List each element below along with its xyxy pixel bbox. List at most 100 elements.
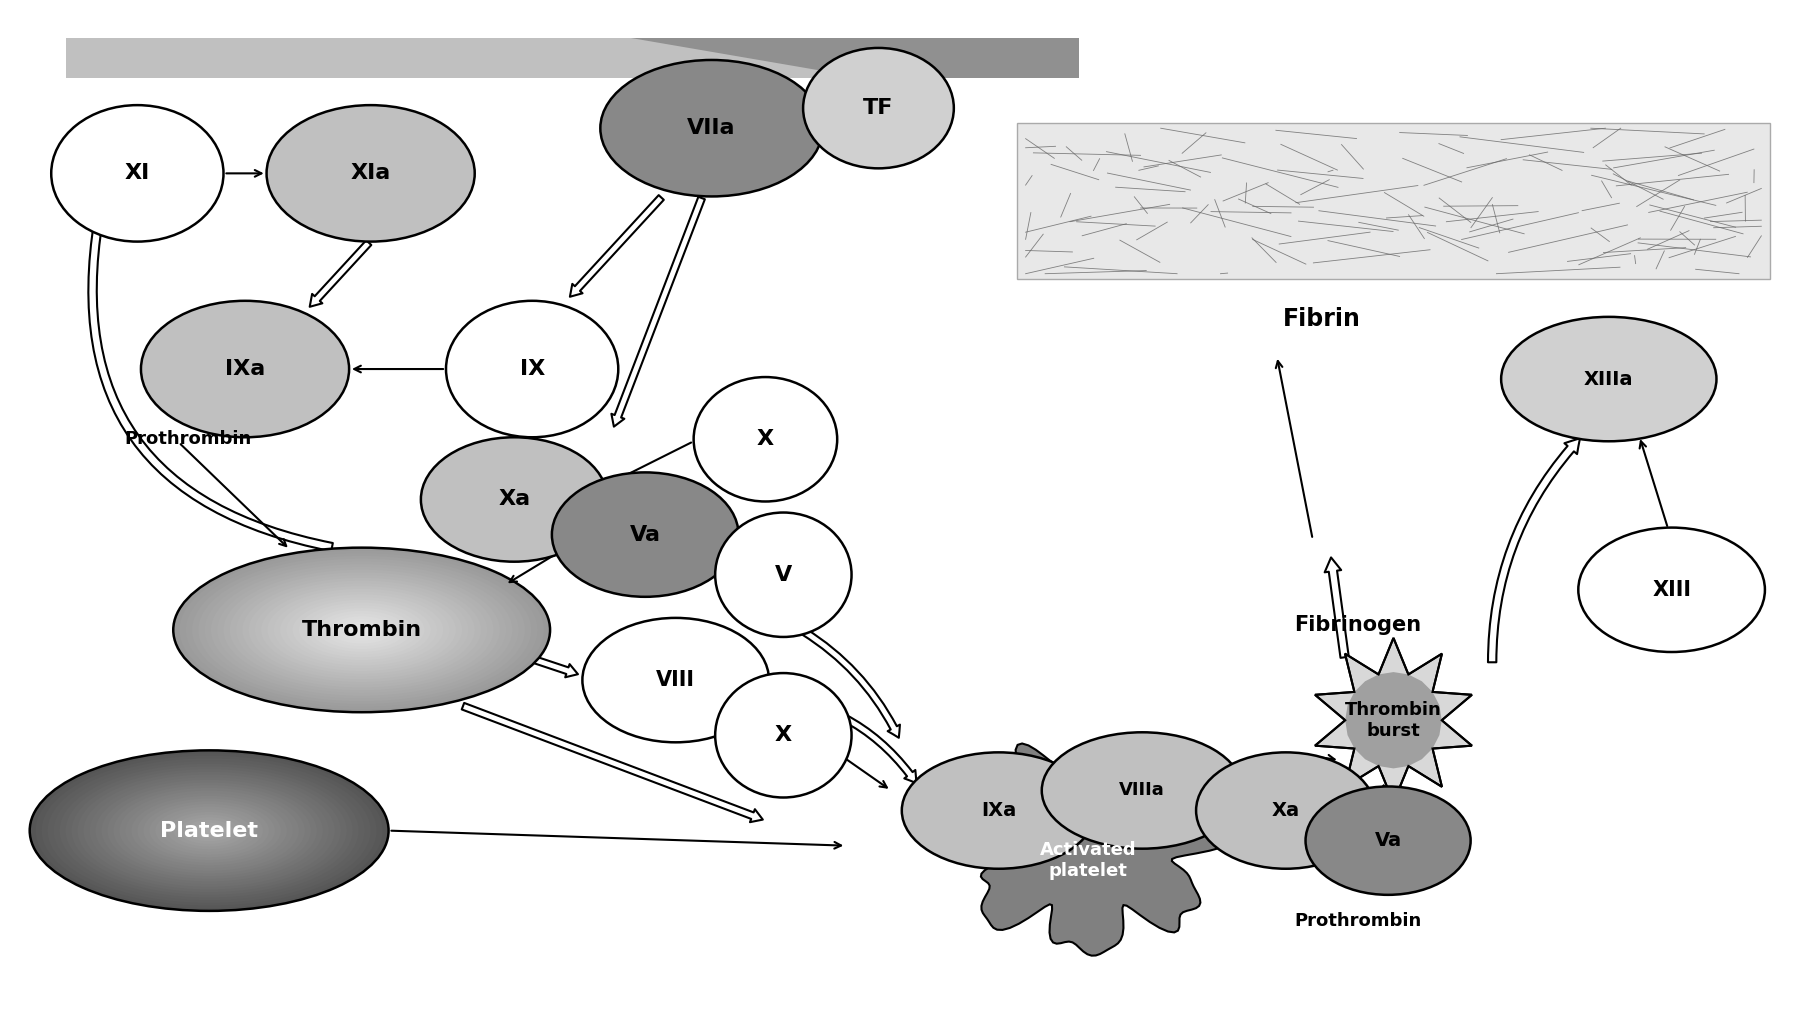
Ellipse shape xyxy=(553,472,738,596)
Ellipse shape xyxy=(180,550,544,709)
Ellipse shape xyxy=(421,437,608,562)
Polygon shape xyxy=(1364,691,1422,749)
FancyArrowPatch shape xyxy=(499,645,578,677)
Polygon shape xyxy=(1388,715,1399,725)
Ellipse shape xyxy=(1579,528,1766,652)
Ellipse shape xyxy=(47,759,371,903)
Text: Fibrinogen: Fibrinogen xyxy=(1294,614,1422,635)
Ellipse shape xyxy=(236,575,488,685)
Ellipse shape xyxy=(319,610,405,649)
FancyArrowPatch shape xyxy=(522,439,536,481)
Polygon shape xyxy=(1370,696,1418,745)
FancyArrowPatch shape xyxy=(571,195,664,297)
Text: Thrombin
burst: Thrombin burst xyxy=(1345,701,1442,740)
Ellipse shape xyxy=(167,812,250,850)
Ellipse shape xyxy=(324,613,400,647)
Ellipse shape xyxy=(803,48,954,169)
Ellipse shape xyxy=(230,572,493,687)
Ellipse shape xyxy=(119,790,299,871)
Polygon shape xyxy=(1316,638,1472,802)
Ellipse shape xyxy=(29,751,389,911)
Ellipse shape xyxy=(248,580,475,679)
Ellipse shape xyxy=(355,628,367,633)
Ellipse shape xyxy=(583,618,769,743)
Ellipse shape xyxy=(198,825,221,836)
Ellipse shape xyxy=(36,753,383,908)
Ellipse shape xyxy=(902,753,1096,869)
Ellipse shape xyxy=(601,60,823,197)
FancyArrowPatch shape xyxy=(1325,557,1348,658)
Polygon shape xyxy=(630,38,1080,78)
Ellipse shape xyxy=(218,567,506,693)
Ellipse shape xyxy=(173,814,245,847)
FancyBboxPatch shape xyxy=(1017,123,1771,278)
Ellipse shape xyxy=(693,377,837,501)
FancyArrowPatch shape xyxy=(760,692,916,783)
Ellipse shape xyxy=(446,301,617,437)
Ellipse shape xyxy=(274,591,450,668)
Ellipse shape xyxy=(256,583,468,677)
Ellipse shape xyxy=(95,780,322,882)
Text: IX: IX xyxy=(520,359,545,379)
Ellipse shape xyxy=(1501,317,1717,441)
Text: TF: TF xyxy=(864,98,893,118)
Ellipse shape xyxy=(137,798,281,863)
Ellipse shape xyxy=(293,599,430,660)
Text: Prothrombin: Prothrombin xyxy=(124,430,252,448)
Text: X: X xyxy=(756,429,774,449)
Ellipse shape xyxy=(198,559,526,701)
Text: Xa: Xa xyxy=(1273,801,1300,820)
Ellipse shape xyxy=(173,548,551,712)
Ellipse shape xyxy=(126,793,293,868)
Polygon shape xyxy=(1359,686,1427,754)
Ellipse shape xyxy=(77,772,340,890)
Ellipse shape xyxy=(83,775,335,887)
Ellipse shape xyxy=(191,822,227,838)
Ellipse shape xyxy=(59,764,358,898)
Ellipse shape xyxy=(211,564,513,696)
Ellipse shape xyxy=(266,105,475,241)
Text: IXa: IXa xyxy=(981,801,1017,820)
Ellipse shape xyxy=(286,597,437,663)
FancyArrowPatch shape xyxy=(88,206,333,551)
Ellipse shape xyxy=(185,553,538,706)
Text: XIIIa: XIIIa xyxy=(1584,369,1634,388)
FancyArrowPatch shape xyxy=(801,629,900,738)
Ellipse shape xyxy=(1042,733,1242,849)
Text: Va: Va xyxy=(1375,831,1402,851)
Polygon shape xyxy=(1373,701,1413,740)
Ellipse shape xyxy=(180,817,239,844)
Ellipse shape xyxy=(337,619,387,641)
Ellipse shape xyxy=(205,561,518,698)
Polygon shape xyxy=(1379,705,1408,735)
Ellipse shape xyxy=(101,782,317,879)
Ellipse shape xyxy=(113,788,304,874)
Text: XIa: XIa xyxy=(351,163,391,184)
Ellipse shape xyxy=(72,769,347,892)
Ellipse shape xyxy=(268,589,455,671)
Polygon shape xyxy=(1345,672,1442,769)
Polygon shape xyxy=(1355,682,1433,759)
Text: VIIIa: VIIIa xyxy=(1120,782,1165,799)
Ellipse shape xyxy=(223,570,500,690)
Text: Thrombin: Thrombin xyxy=(302,620,421,640)
Ellipse shape xyxy=(1195,753,1375,869)
Ellipse shape xyxy=(41,756,376,905)
Ellipse shape xyxy=(149,804,268,858)
Ellipse shape xyxy=(144,801,275,860)
Text: X: X xyxy=(774,725,792,746)
Ellipse shape xyxy=(155,806,263,855)
Ellipse shape xyxy=(185,820,232,842)
Ellipse shape xyxy=(243,578,481,682)
Polygon shape xyxy=(1350,677,1436,764)
Ellipse shape xyxy=(1305,786,1471,895)
Text: XI: XI xyxy=(124,163,149,184)
Text: Activated
platelet: Activated platelet xyxy=(1040,842,1138,880)
Ellipse shape xyxy=(281,594,443,666)
Text: Xa: Xa xyxy=(499,489,531,510)
Ellipse shape xyxy=(715,673,851,797)
Polygon shape xyxy=(1384,710,1404,730)
Ellipse shape xyxy=(715,513,851,637)
Ellipse shape xyxy=(349,625,374,636)
Ellipse shape xyxy=(162,809,257,852)
